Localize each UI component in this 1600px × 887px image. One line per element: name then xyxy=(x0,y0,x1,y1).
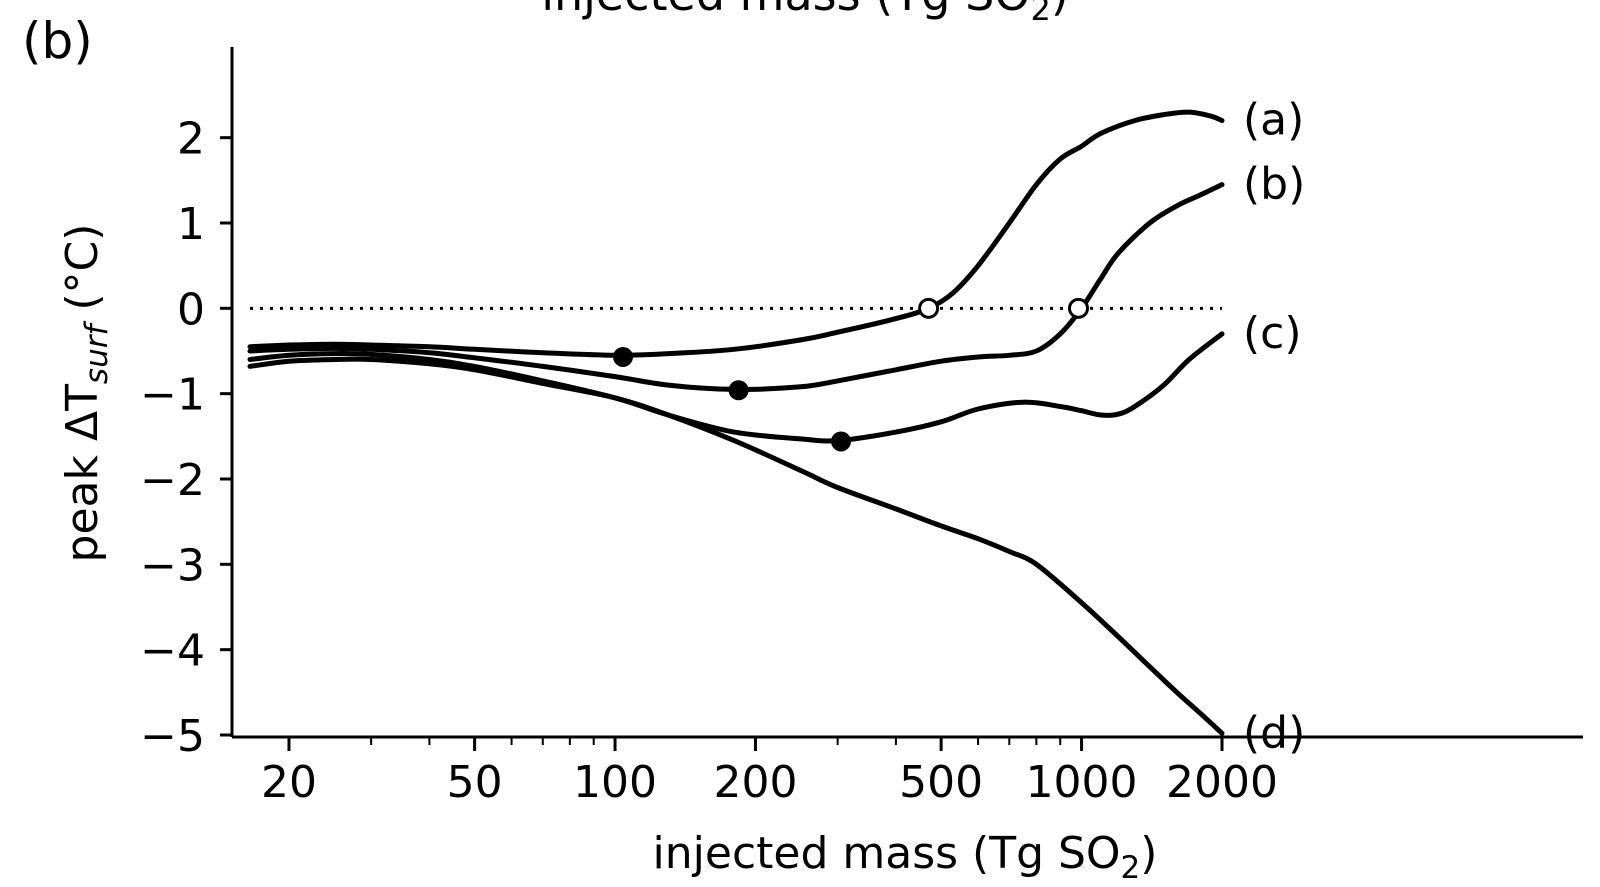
minimum-marker xyxy=(612,346,633,367)
series-markers xyxy=(612,297,1090,452)
series-lines xyxy=(247,109,1225,736)
series-line-3 xyxy=(247,356,1225,736)
x-ticks: 20 50 100 200 500 1000 2000 xyxy=(261,737,1278,808)
zero-crossing-marker xyxy=(1068,297,1090,319)
y-tick-label: −1 xyxy=(140,370,205,421)
series-line-1 xyxy=(247,182,1225,392)
series-labels: (a) (b) (c) (d) xyxy=(1243,95,1305,759)
x-tick-label: 50 xyxy=(447,757,503,808)
series-label: (a) xyxy=(1243,95,1304,146)
series-line-0 xyxy=(247,109,1225,358)
x-tick-label: 2000 xyxy=(1166,757,1278,808)
panel-label: (b) xyxy=(22,12,93,70)
x-tick-label: 500 xyxy=(899,757,983,808)
x-tick-label: 200 xyxy=(713,757,797,808)
series-label: (c) xyxy=(1243,308,1302,359)
x-tick-label: 100 xyxy=(573,757,657,808)
y-ticks: 2 1 0 −1 −2 −3 −4 −5 xyxy=(140,114,232,762)
minimum-marker xyxy=(830,431,851,452)
y-tick-label: 2 xyxy=(177,114,205,165)
y-tick-label: −3 xyxy=(140,540,205,591)
y-tick-label: 0 xyxy=(177,284,205,335)
y-tick-label: −5 xyxy=(140,711,205,762)
x-axis-label: injected mass (Tg SO2) xyxy=(653,828,1158,886)
y-tick-label: −2 xyxy=(140,455,205,506)
zero-crossing-marker xyxy=(918,297,940,319)
y-axis-label: peak ΔTsurf (°C) xyxy=(57,224,115,563)
minimum-marker xyxy=(728,380,749,401)
series-line-2 xyxy=(247,331,1225,444)
y-tick-label: −4 xyxy=(140,626,205,677)
y-tick-label: 1 xyxy=(177,199,205,250)
top-cut-title: injected mass (Tg SO2) xyxy=(541,0,1069,28)
x-tick-label: 20 xyxy=(261,757,317,808)
series-label: (d) xyxy=(1243,707,1305,758)
x-tick-label: 1000 xyxy=(1026,757,1138,808)
series-label: (b) xyxy=(1243,159,1305,210)
